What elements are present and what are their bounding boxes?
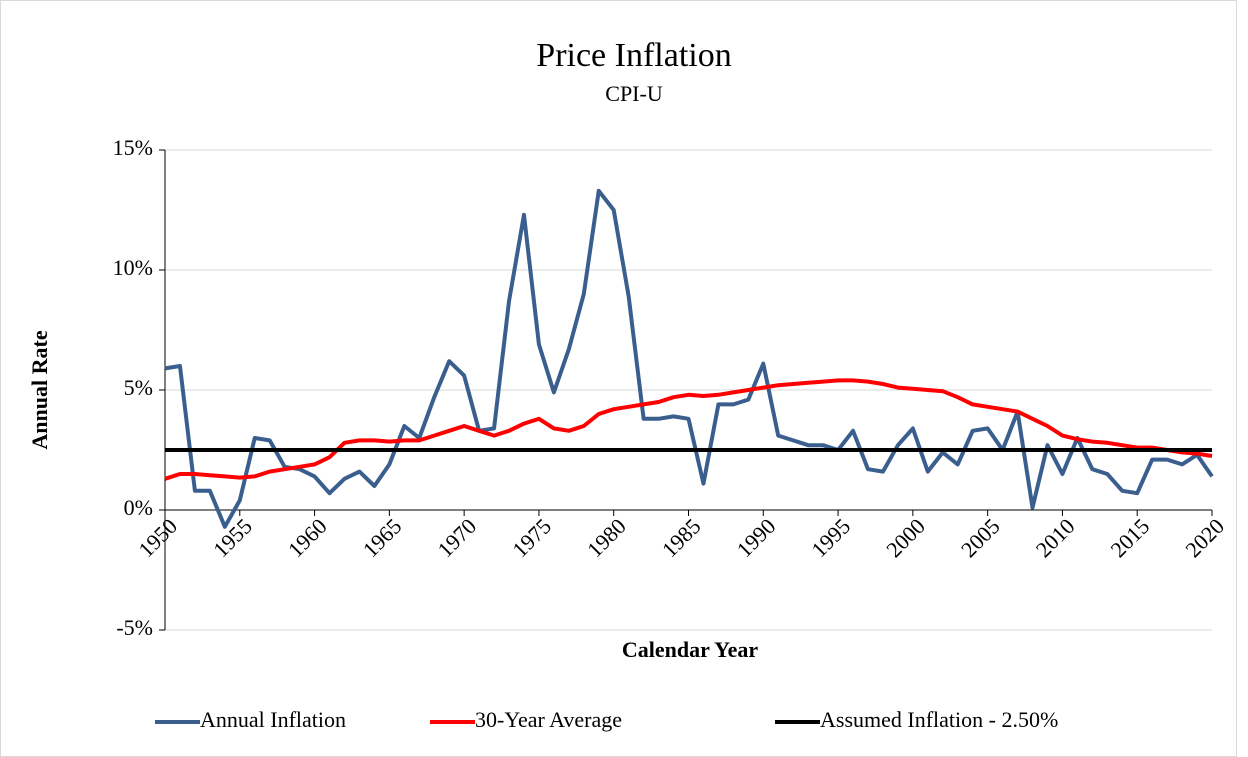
y-tick-label: -5% <box>116 615 153 640</box>
series-line <box>164 188 1214 529</box>
series-line <box>164 378 1213 481</box>
legend-label: 30-Year Average <box>475 707 622 732</box>
y-tick-label: 10% <box>113 255 153 280</box>
chart-title: Price Inflation <box>536 37 731 74</box>
chart-subtitle: CPI-U <box>605 81 663 106</box>
y-tick-label: 15% <box>113 135 153 160</box>
y-tick-label: 0% <box>124 495 153 520</box>
y-axis-label: Annual Rate <box>27 330 52 449</box>
legend-label: Annual Inflation <box>200 707 346 732</box>
x-axis-label: Calendar Year <box>622 637 759 662</box>
legend-label: Assumed Inflation - 2.50% <box>820 707 1058 732</box>
y-tick-label: 5% <box>124 375 153 400</box>
